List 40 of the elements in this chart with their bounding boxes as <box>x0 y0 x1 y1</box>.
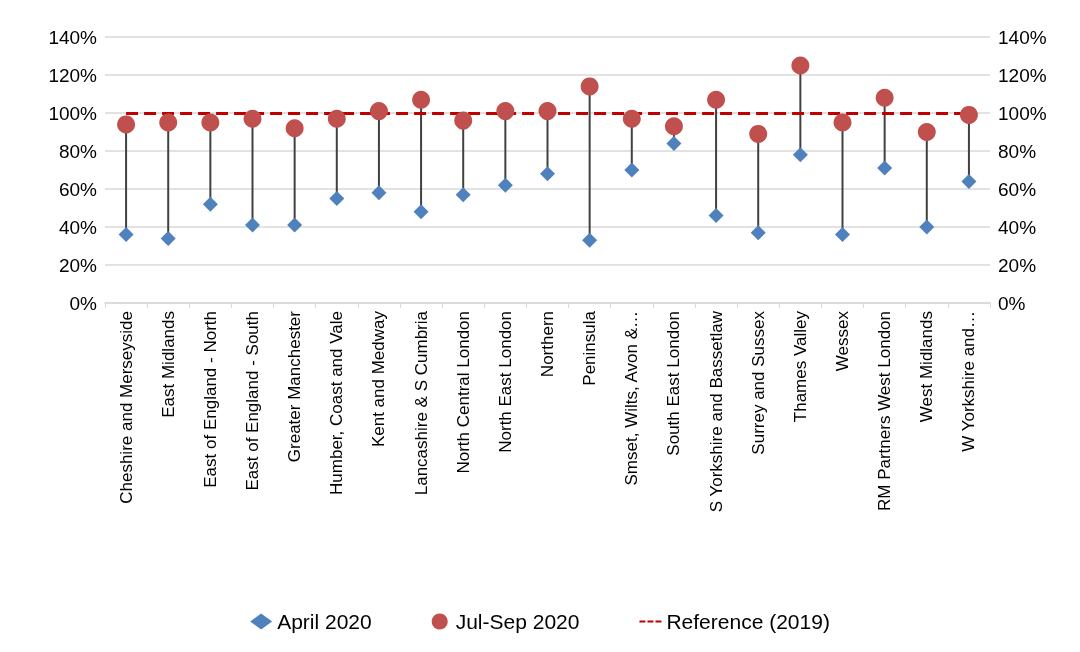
y-tick-label: 100% <box>48 102 98 124</box>
x-tick-label: Surrey and Sussex <box>748 310 768 455</box>
x-tick-label: West Midlands <box>917 311 937 423</box>
x-tick-label: S Yorkshire and Bassetlaw <box>706 310 726 513</box>
x-tick-label: Lancashire & S Cumbria <box>411 310 431 496</box>
legend-label: April 2020 <box>277 610 372 633</box>
legend-label: Jul-Sep 2020 <box>455 610 580 633</box>
x-tick-label: East of England - South <box>243 311 262 491</box>
y2-tick-label: 120% <box>998 64 1047 86</box>
x-tick-label: Thames Valley <box>790 310 810 423</box>
y-tick-label: 140% <box>48 26 98 48</box>
y2-tick-label: 0% <box>998 292 1026 314</box>
x-tick-label: North Central London <box>453 311 473 474</box>
y2-tick-label: 140% <box>998 26 1047 48</box>
x-tick-label: Wessex <box>833 310 852 372</box>
y2-tick-label: 60% <box>998 178 1037 200</box>
y-tick-label: 60% <box>58 178 98 200</box>
y2-tick-label: 100% <box>998 102 1047 124</box>
x-tick-label: Northern <box>538 311 557 378</box>
y2-tick-label: 80% <box>998 140 1037 162</box>
y-tick-label: 80% <box>58 140 98 162</box>
y-tick-label: 20% <box>58 254 98 276</box>
x-tick-label: Greater Manchester <box>285 310 305 463</box>
x-tick-label: W Yorkshire and… <box>959 311 979 452</box>
x-tick-label: Peninsula <box>580 310 600 386</box>
y-tick-label: 120% <box>48 64 98 86</box>
x-tick-label: RM Partners West London <box>875 311 895 511</box>
x-tick-label: Cheshire and Merseyside <box>116 311 136 504</box>
x-tick-label: Kent and Medway <box>369 310 389 448</box>
x-tick-label: Smset, Wilts, Avon &… <box>622 311 642 486</box>
x-tick-label: East Midlands <box>158 311 178 418</box>
y-tick-label: 40% <box>58 216 98 238</box>
y2-tick-label: 20% <box>998 254 1037 276</box>
x-tick-label: Humber, Coast and Vale <box>327 311 347 495</box>
x-tick-label: North East London <box>495 311 515 453</box>
x-tick-label: East of England - North <box>200 311 220 488</box>
y2-tick-label: 40% <box>998 216 1037 238</box>
legend-label: Reference (2019) <box>666 610 830 633</box>
y-tick-label: 0% <box>69 292 98 314</box>
x-tick-label: South East London <box>664 311 684 456</box>
